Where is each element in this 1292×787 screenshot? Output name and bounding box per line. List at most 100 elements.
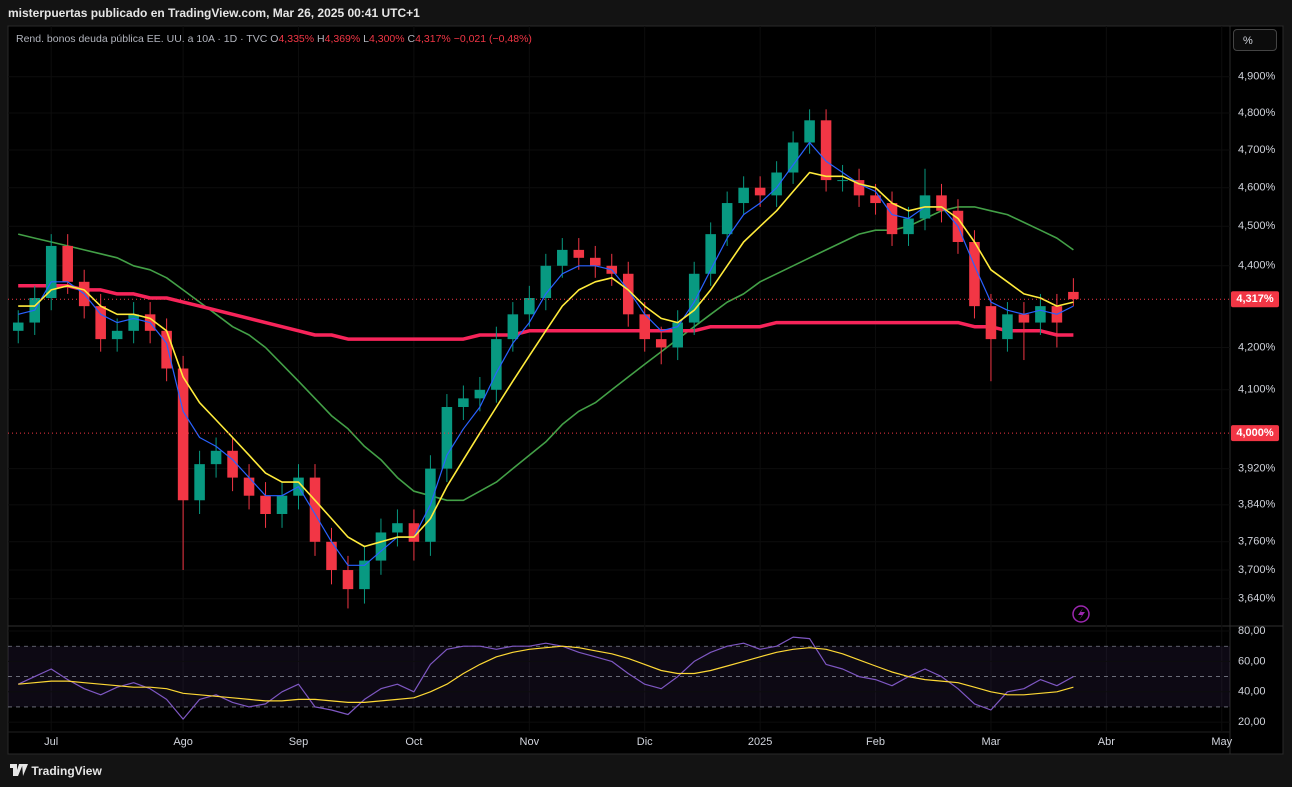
- y-tick-label: 3,640%: [1238, 593, 1276, 605]
- candle-body: [688, 273, 700, 323]
- candle-body: [359, 560, 370, 590]
- publisher-line: misterpuertas publicado en TradingView.c…: [8, 6, 420, 20]
- candle-body: [985, 306, 997, 340]
- candle-body: [128, 314, 139, 331]
- brand-logo: [10, 764, 28, 776]
- candle-body: [507, 314, 519, 340]
- candle-body: [936, 195, 947, 211]
- candle-body: [408, 523, 420, 542]
- candle-body: [309, 477, 321, 542]
- price-label-box: [1231, 425, 1279, 442]
- x-tick-label: May: [1211, 736, 1232, 748]
- candle-body: [276, 495, 288, 514]
- candle-body: [787, 142, 799, 173]
- y-tick-label: 4,400%: [1238, 260, 1276, 272]
- y-tick-label: 40,00: [1238, 686, 1266, 698]
- candle-body: [705, 234, 716, 274]
- candle-body: [177, 368, 189, 501]
- candle-body: [886, 203, 898, 235]
- y-tick-label: 4,200%: [1238, 341, 1276, 353]
- price-label: 4,317%: [1236, 293, 1274, 305]
- candle-body: [210, 450, 222, 465]
- candle-body: [754, 187, 766, 196]
- symbol-legend: Rend. bonos deuda pública EE. UU. a 10A …: [16, 33, 532, 45]
- candle-body: [1018, 314, 1030, 323]
- candle-body: [903, 218, 914, 235]
- candle-body: [227, 450, 238, 478]
- y-tick-label: 3,760%: [1238, 536, 1276, 548]
- y-tick-label: 4,900%: [1238, 71, 1276, 83]
- candle-body: [45, 245, 57, 298]
- candle-body: [326, 541, 337, 571]
- ohlc-key: C: [407, 33, 416, 45]
- candle-body: [342, 570, 354, 590]
- candle-body: [639, 314, 651, 340]
- candle-body: [820, 120, 832, 181]
- x-tick-label: Nov: [520, 736, 540, 748]
- brand-text: TradingView: [31, 764, 102, 778]
- candle-body: [260, 495, 271, 514]
- candle-body: [194, 464, 205, 501]
- candle-body: [672, 322, 683, 348]
- y-tick-label: 20,00: [1238, 716, 1266, 728]
- indicator-line: [17, 636, 1074, 720]
- candle-body: [458, 398, 469, 407]
- y-tick-label: 3,700%: [1238, 564, 1276, 576]
- x-tick-label: Feb: [866, 736, 885, 748]
- candle-body: [1068, 291, 1079, 300]
- y-tick-label: 4,800%: [1238, 107, 1276, 119]
- y-tick-label: 4,100%: [1238, 384, 1276, 396]
- ohlc-value: 4,300%: [369, 33, 405, 45]
- candle-body: [853, 180, 865, 196]
- candle-body: [870, 195, 881, 204]
- candle-body: [573, 249, 585, 258]
- indicator-line: [18, 141, 1074, 566]
- x-tick-label: Ago: [173, 736, 193, 748]
- candle-body: [622, 273, 634, 315]
- candle-body: [392, 523, 403, 533]
- unit-button[interactable]: %: [1233, 29, 1277, 51]
- ohlc-key: L: [363, 33, 369, 45]
- candle-body: [1035, 306, 1046, 323]
- candle-body: [721, 203, 733, 235]
- y-tick-label: 4,700%: [1238, 144, 1276, 156]
- candle-body: [540, 265, 552, 298]
- alert-icon[interactable]: [1072, 605, 1090, 623]
- candle-body: [524, 297, 535, 315]
- ohlc-key: H: [317, 33, 325, 45]
- brand: TradingView: [10, 764, 102, 778]
- candle-body: [441, 406, 453, 469]
- x-tick-label: 2025: [748, 736, 772, 748]
- candle-body: [62, 245, 73, 282]
- indicator-line: [18, 206, 1074, 502]
- candle-body: [837, 180, 848, 182]
- candle-body: [969, 241, 980, 307]
- x-tick-label: Abr: [1098, 736, 1115, 748]
- x-tick-label: Oct: [405, 736, 422, 748]
- indicator-line: [18, 645, 1074, 703]
- y-tick-label: 60,00: [1238, 655, 1266, 667]
- symbol-title: Rend. bonos deuda pública EE. UU. a 10A …: [16, 33, 268, 45]
- x-tick-label: Sep: [289, 736, 309, 748]
- ohlc-key: O: [270, 33, 279, 45]
- ohlc-values: O4,335% H4,369% L4,300% C4,317%: [270, 33, 453, 45]
- candle-body: [589, 257, 601, 266]
- candle-body: [375, 532, 387, 561]
- price-label: 4,000%: [1236, 427, 1274, 439]
- candle-body: [243, 477, 255, 496]
- ohlc-value: 4,335%: [278, 33, 315, 45]
- candle-body: [491, 339, 502, 390]
- candle-body: [771, 172, 782, 196]
- candle-body: [804, 120, 815, 143]
- indicator-line: [18, 171, 1074, 548]
- ohlc-value: 4,369%: [324, 33, 361, 45]
- candle-body: [655, 339, 667, 348]
- candle-body: [1002, 314, 1013, 340]
- change: −0,021 (−0,48%): [453, 33, 532, 45]
- candle-body: [161, 330, 172, 369]
- x-tick-label: Jul: [44, 736, 58, 748]
- candle-body: [12, 322, 24, 331]
- candle-body: [111, 330, 123, 340]
